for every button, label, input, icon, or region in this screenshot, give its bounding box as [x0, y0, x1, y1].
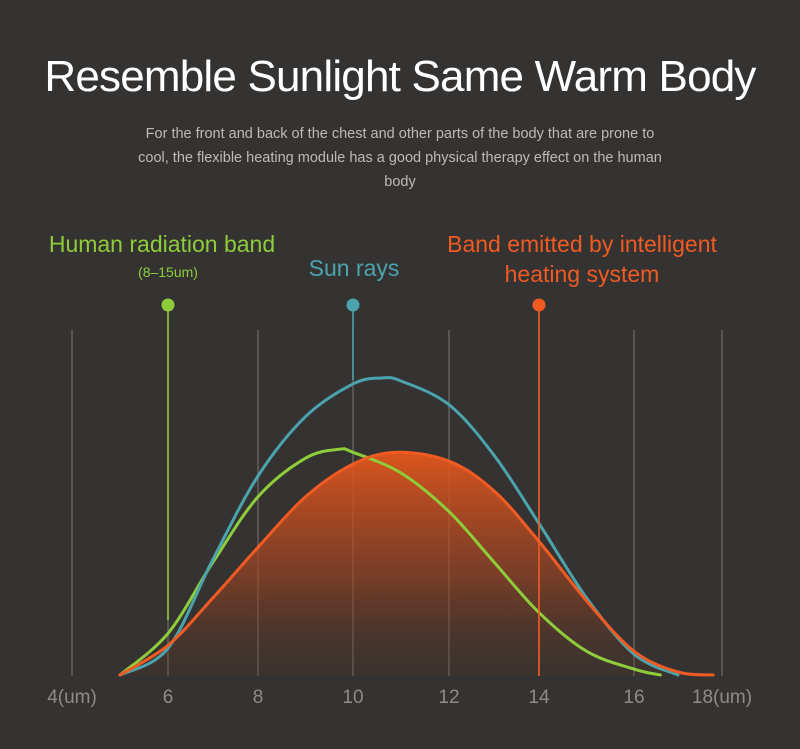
sun-rays-curve — [118, 376, 680, 677]
page-subtitle: For the front and back of the chest and … — [138, 126, 662, 190]
band-emitted-by-intelligent-heating-system-area — [120, 452, 714, 675]
band-emitted-by-intelligent-heating-system-label: heating system — [505, 261, 660, 287]
band-emitted-by-intelligent-heating-system-label: Band emitted by intelligent — [447, 231, 717, 257]
page-title: Resemble Sunlight Same Warm Body — [44, 52, 756, 101]
x-tick-label: 12 — [438, 687, 459, 708]
sun-rays-marker — [346, 298, 360, 312]
x-tick-label: 8 — [253, 687, 264, 708]
human-radiation-band-label: Human radiation band — [49, 231, 275, 257]
x-tick-label: 10 — [342, 687, 363, 708]
human-radiation-band-range-label: (8–15um) — [138, 264, 198, 280]
x-tick-label: 18(um) — [692, 687, 752, 708]
band-emitted-by-intelligent-heating-system-curve — [118, 450, 715, 677]
x-tick-label: 16 — [623, 687, 644, 708]
sun-rays-label: Sun rays — [309, 255, 400, 281]
band-emitted-by-intelligent-heating-system-marker — [532, 298, 546, 312]
human-radiation-band-marker — [161, 298, 175, 312]
x-tick-label: 6 — [163, 687, 174, 708]
x-tick-label: 4(um) — [47, 687, 97, 708]
x-tick-label: 14 — [528, 687, 550, 708]
